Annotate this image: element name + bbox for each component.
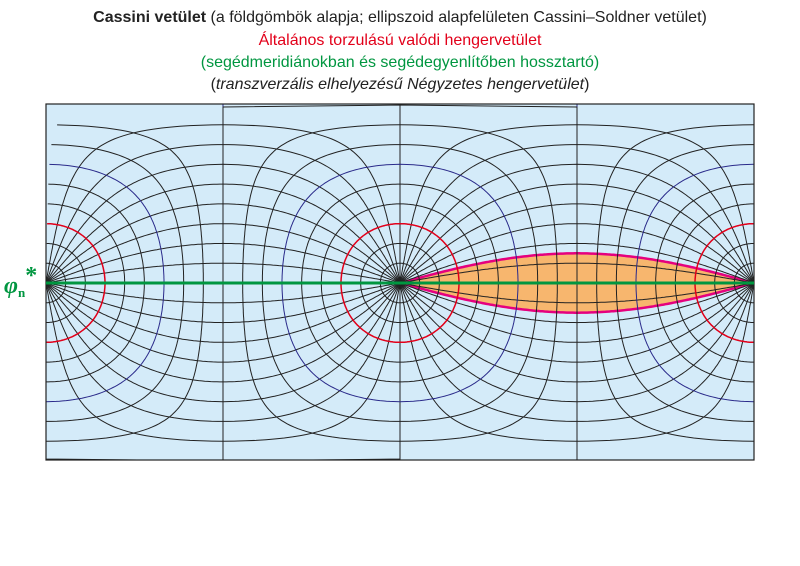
parallel (222, 104, 578, 460)
subtitle-green: (segédmeridiánokban és segédegyenlítőben… (200, 54, 600, 71)
subtitle-red: Általános torzulású valódi hengervetület (258, 32, 542, 49)
italic-text: transzverzális elhelyezésű Négyzetes hen… (215, 76, 585, 93)
paren: ( (210, 76, 216, 93)
star: * (25, 263, 37, 289)
phi: φ (4, 273, 18, 299)
parallel (301, 183, 499, 383)
title-rest: (a földgömbök alapja; ellipszoid alapfel… (206, 9, 707, 26)
subtitle-italic: (transzverzális elhelyezésű Négyzetes he… (0, 75, 800, 95)
parallel (379, 262, 421, 304)
parallel (340, 222, 460, 344)
paren: ) (584, 76, 590, 93)
axis-label: φn* (4, 263, 37, 300)
subscript: n (18, 285, 26, 300)
parallel (242, 124, 558, 442)
graticule (46, 104, 754, 460)
meridian (399, 105, 754, 283)
parallel (320, 203, 480, 363)
parallel (281, 163, 519, 403)
parallel (360, 242, 440, 324)
title: Cassini vetület (a földgömbök alapja; el… (0, 8, 800, 28)
parallel (261, 144, 539, 422)
title-bold: Cassini vetület (93, 9, 207, 26)
